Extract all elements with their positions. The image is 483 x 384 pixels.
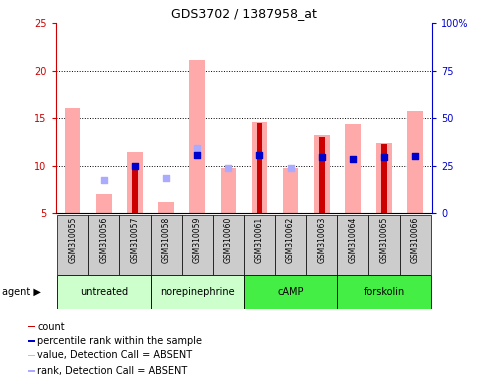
Bar: [314, 135, 329, 213]
Bar: [221, 167, 236, 213]
Bar: [132, 166, 138, 213]
Bar: [28, 340, 35, 342]
Bar: [306, 215, 337, 275]
Bar: [189, 60, 205, 213]
Point: [131, 162, 139, 169]
Text: cAMP: cAMP: [277, 287, 304, 297]
Text: rank, Detection Call = ABSENT: rank, Detection Call = ABSENT: [37, 366, 187, 376]
Bar: [376, 143, 392, 213]
Bar: [213, 215, 244, 275]
Bar: [28, 355, 35, 356]
Text: GSM310065: GSM310065: [380, 217, 388, 263]
Bar: [275, 215, 306, 275]
Bar: [337, 275, 431, 309]
Point: [162, 175, 170, 181]
Bar: [57, 275, 151, 309]
Text: GSM310060: GSM310060: [224, 217, 233, 263]
Bar: [244, 275, 337, 309]
Bar: [119, 215, 151, 275]
Point: [349, 156, 357, 162]
Point: [412, 153, 419, 159]
Text: GSM310066: GSM310066: [411, 217, 420, 263]
Bar: [127, 152, 142, 213]
Bar: [57, 215, 88, 275]
Bar: [151, 275, 244, 309]
Text: GSM310063: GSM310063: [317, 217, 326, 263]
Bar: [399, 215, 431, 275]
Text: untreated: untreated: [80, 287, 128, 297]
Text: GSM310055: GSM310055: [68, 217, 77, 263]
Point: [287, 166, 295, 172]
Point: [193, 144, 201, 151]
Text: agent ▶: agent ▶: [2, 287, 41, 297]
Point: [318, 154, 326, 160]
Bar: [65, 108, 81, 213]
Text: percentile rank within the sample: percentile rank within the sample: [37, 336, 202, 346]
Bar: [337, 215, 369, 275]
Text: GSM310062: GSM310062: [286, 217, 295, 263]
Text: GSM310058: GSM310058: [162, 217, 170, 263]
Point: [256, 152, 263, 158]
Text: count: count: [37, 322, 65, 332]
Text: GSM310057: GSM310057: [130, 217, 140, 263]
Bar: [319, 137, 325, 213]
Bar: [283, 169, 298, 213]
Bar: [182, 215, 213, 275]
Text: GSM310059: GSM310059: [193, 217, 202, 263]
Point: [100, 177, 108, 183]
Text: GSM310056: GSM310056: [99, 217, 108, 263]
Point: [380, 154, 388, 160]
Bar: [28, 370, 35, 372]
Bar: [381, 144, 387, 213]
Bar: [244, 215, 275, 275]
Point: [193, 152, 201, 158]
Bar: [256, 123, 262, 213]
Bar: [407, 111, 423, 213]
Bar: [88, 215, 119, 275]
Text: norepinephrine: norepinephrine: [160, 287, 235, 297]
Bar: [345, 124, 361, 213]
Bar: [369, 215, 399, 275]
Point: [225, 166, 232, 172]
Text: value, Detection Call = ABSENT: value, Detection Call = ABSENT: [37, 350, 192, 360]
Text: GSM310061: GSM310061: [255, 217, 264, 263]
Bar: [252, 122, 267, 213]
Bar: [96, 194, 112, 213]
Bar: [28, 326, 35, 327]
Bar: [151, 215, 182, 275]
Title: GDS3702 / 1387958_at: GDS3702 / 1387958_at: [171, 7, 317, 20]
Text: forskolin: forskolin: [363, 287, 405, 297]
Bar: [158, 202, 174, 213]
Text: GSM310064: GSM310064: [348, 217, 357, 263]
